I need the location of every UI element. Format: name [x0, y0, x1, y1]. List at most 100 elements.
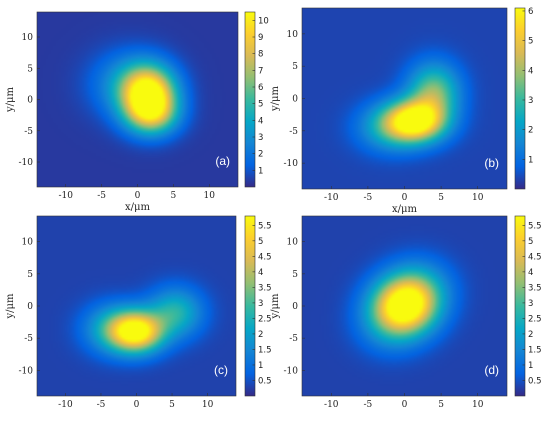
- panel-label: (b): [484, 156, 499, 170]
- colorbar-tick-label: 5.5: [258, 221, 272, 231]
- colorbar-tick-label: 5: [258, 237, 263, 247]
- heatmap-image: [37, 12, 238, 187]
- y-tick-label: 5: [292, 270, 298, 280]
- colorbar-tick-label: 10: [258, 16, 269, 26]
- colorbar-tick-label: 5: [528, 37, 533, 47]
- colorbar-tick-label: 3: [258, 299, 263, 309]
- panel-label: (d): [484, 363, 499, 377]
- y-tick-label: -5: [289, 127, 298, 137]
- y-tick-label: 5: [27, 270, 33, 280]
- colorbar-tick-label: 1: [528, 361, 533, 371]
- colorbar: [514, 7, 526, 190]
- colorbar-tick-label: 4: [528, 66, 533, 76]
- colorbar-tick-label: 5.5: [528, 221, 542, 231]
- y-tick-label: 0: [27, 96, 33, 106]
- colorbar-tick-label: 7: [258, 66, 263, 76]
- x-tick-label: 5: [438, 193, 444, 203]
- x-tick-label: 0: [135, 191, 141, 201]
- heatmap-image: [37, 216, 236, 396]
- colorbar-tick-label: 4: [258, 268, 263, 278]
- colorbar: [244, 215, 256, 397]
- panel-1: -10 -5 0 5 10 10 5 0 -5 -10 x/μm y/μm (b) 1 2 3 4 5 6: [270, 7, 533, 215]
- colorbar-tick-label: 8: [258, 50, 263, 60]
- colorbar-tick-label: 5: [528, 237, 533, 247]
- y-tick-label: 10: [22, 238, 34, 248]
- x-tick-label: 0: [402, 400, 408, 410]
- y-tick-label: 0: [292, 95, 298, 105]
- x-tick-label: 10: [202, 400, 214, 410]
- colorbar-tick-label: 0.5: [528, 376, 542, 386]
- y-axis-label: y/μm: [5, 86, 16, 113]
- colorbar-tick-label: 4.5: [528, 252, 542, 262]
- colorbar-tick-label: 2.5: [528, 314, 542, 324]
- y-tick-label: 10: [287, 238, 299, 248]
- y-tick-label: 10: [287, 30, 299, 40]
- colorbar-tick-label: 6: [528, 7, 533, 17]
- x-tick-label: -5: [97, 191, 106, 201]
- panel-2: -10 -5 0 5 10 10 5 0 -5 -10 y/μm (c) 0.5 1 1.5 2 2.5 3 3.5…: [5, 215, 272, 410]
- x-tick-label: -10: [324, 193, 339, 203]
- colorbar-tick-label: 3: [528, 299, 533, 309]
- colorbar-tick-label: 9: [258, 33, 263, 43]
- x-tick-label: 10: [204, 191, 216, 201]
- y-axis-label: y/μm: [270, 85, 281, 112]
- colorbar: [514, 215, 526, 397]
- colorbar-tick-label: 2: [258, 150, 263, 160]
- y-tick-label: 5: [27, 64, 33, 74]
- y-tick-label: -10: [284, 366, 299, 376]
- heatmap-image: [302, 8, 507, 189]
- colorbar-tick-label: 1: [258, 361, 263, 371]
- colorbar-tick-label: 2.5: [258, 314, 272, 324]
- colorbar-tick-label: 3: [258, 133, 263, 143]
- x-tick-label: -5: [364, 400, 373, 410]
- x-axis-label: x/μm: [125, 202, 151, 213]
- x-tick-label: 5: [171, 191, 177, 201]
- y-tick-label: 5: [292, 62, 298, 72]
- y-tick-label: -10: [19, 158, 34, 168]
- y-tick-label: 0: [292, 302, 298, 312]
- panel-0: -10 -5 0 5 10 10 5 0 -5 -10 x/μm y/μm (a) 1 2 3 4 5 6 7 8 9 10: [5, 11, 269, 213]
- panel-label: (c): [214, 363, 228, 377]
- x-tick-label: 10: [472, 400, 484, 410]
- y-tick-label: -5: [24, 127, 33, 137]
- panel-3: -10 -5 0 5 10 10 5 0 -5 -10 y/μm (d) 0.5 1 1.5 2 2.5 3 3.5…: [270, 215, 542, 410]
- x-tick-label: 10: [472, 193, 484, 203]
- colorbar-tick-label: 6: [258, 83, 263, 93]
- y-tick-label: 10: [22, 33, 34, 43]
- colorbar-tick-label: 3: [528, 96, 533, 106]
- colorbar-tick-label: 4.5: [258, 252, 272, 262]
- y-axis-label: y/μm: [270, 293, 281, 320]
- x-tick-label: -10: [58, 191, 73, 201]
- y-tick-label: -10: [284, 159, 299, 169]
- x-tick-label: -5: [97, 400, 106, 410]
- y-tick-label: 0: [27, 302, 33, 312]
- x-tick-label: 5: [169, 400, 175, 410]
- x-tick-label: 5: [438, 400, 444, 410]
- colorbar-tick-label: 4: [258, 116, 263, 126]
- x-tick-label: -10: [324, 400, 339, 410]
- colorbar-tick-label: 2: [528, 330, 533, 340]
- x-axis-label: x/μm: [392, 204, 418, 215]
- y-tick-label: -10: [19, 366, 34, 376]
- colorbar-tick-label: 4: [528, 268, 533, 278]
- colorbar-tick-label: 1.5: [258, 345, 272, 355]
- colorbar-tick-label: 3.5: [528, 283, 542, 293]
- heatmap-image: [302, 216, 507, 396]
- panel-label: (a): [215, 154, 230, 168]
- colorbar-tick-label: 1: [528, 155, 533, 165]
- colorbar-tick-label: 3.5: [258, 283, 272, 293]
- x-tick-label: 0: [134, 400, 140, 410]
- colorbar-tick-label: 2: [528, 126, 533, 136]
- colorbar-tick-label: 1: [258, 166, 263, 176]
- y-axis-label: y/μm: [5, 293, 16, 320]
- colorbar-tick-label: 2: [258, 330, 263, 340]
- colorbar-tick-label: 0.5: [258, 376, 272, 386]
- colorbar-tick-label: 5: [258, 100, 263, 110]
- colorbar: [244, 11, 256, 188]
- x-tick-label: 0: [402, 193, 408, 203]
- x-tick-label: -10: [58, 400, 73, 410]
- x-tick-label: -5: [364, 193, 373, 203]
- y-tick-label: -5: [24, 334, 33, 344]
- colorbar-tick-label: 1.5: [528, 345, 542, 355]
